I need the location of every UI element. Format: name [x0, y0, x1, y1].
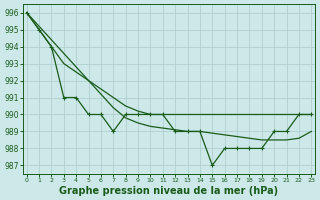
- X-axis label: Graphe pression niveau de la mer (hPa): Graphe pression niveau de la mer (hPa): [60, 186, 278, 196]
